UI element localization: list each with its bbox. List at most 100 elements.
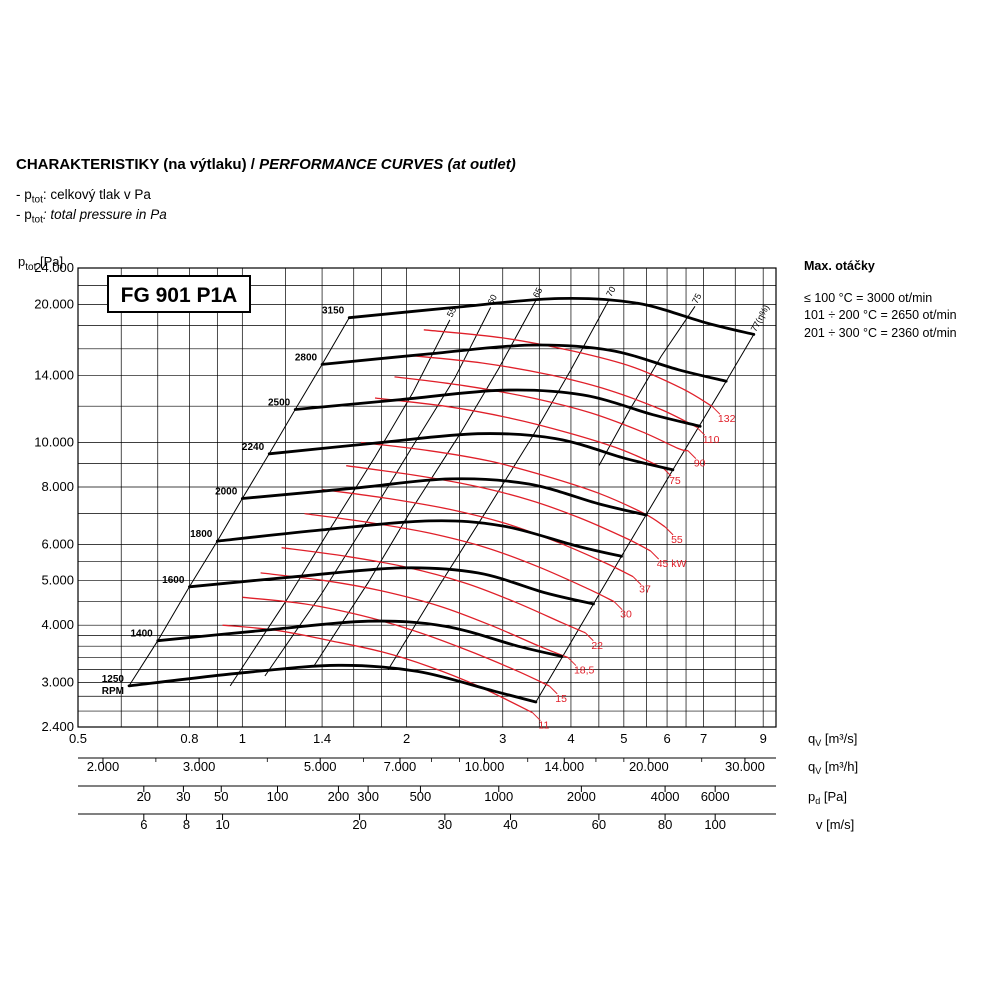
x-tick-label: 3.000 <box>183 759 216 774</box>
speed-curve <box>127 663 538 704</box>
y-tick-label: 6.000 <box>41 536 74 551</box>
efficiency-line <box>229 319 451 687</box>
power-line <box>346 465 651 552</box>
x-axis-label: v [m/s] <box>816 817 854 832</box>
power-label: 18,5 <box>574 665 595 677</box>
legend-sub: tot <box>31 194 43 206</box>
speed-label: 2800 <box>295 352 318 363</box>
power-line <box>260 572 569 659</box>
efficiency-line <box>313 300 537 667</box>
x-tick-label: 2000 <box>567 789 596 804</box>
y-axis-label: ptot [Pa] <box>18 254 63 273</box>
speed-curve <box>347 296 756 336</box>
x-tick-label: 6 <box>663 731 670 746</box>
x-tick-label: 0.5 <box>69 731 87 746</box>
heading-cz: CHARAKTERISTIKY (na výtlaku) / <box>16 156 260 173</box>
x-tick-label: 100 <box>267 789 289 804</box>
y-tick-label: 24.000 <box>34 260 74 275</box>
model-label-box <box>107 275 251 313</box>
plot-frame <box>77 267 777 728</box>
speed-label: 1600 <box>162 575 185 586</box>
power-line <box>374 397 664 469</box>
power-label-leader <box>632 576 642 586</box>
x-axis-label: qV [m³/h] <box>808 759 858 776</box>
speed-curve <box>215 519 623 558</box>
speed-label: 1250 <box>102 674 125 685</box>
power-label-leader <box>613 601 623 611</box>
speed-label: 2500 <box>268 398 291 409</box>
power-line <box>304 512 615 603</box>
x-tick-label: 4000 <box>651 789 680 804</box>
x-tick-label: 1 <box>239 731 246 746</box>
y-tick-label: 3.000 <box>41 675 74 690</box>
x-tick-label: 200 <box>328 789 350 804</box>
x-tick-label: 1000 <box>484 789 513 804</box>
power-label-leader <box>650 550 660 560</box>
power-label: 90 <box>694 458 706 470</box>
max-speed-line-3: 201 ÷ 300 °C = 2360 ot/min <box>804 326 957 340</box>
legend-line-en: - ptot: total pressure in Pa <box>16 207 167 226</box>
legend-sub: tot <box>31 214 43 226</box>
x-tick-label: 7.000 <box>384 759 417 774</box>
y-tick-label: 5.000 <box>41 573 74 588</box>
x-tick-label: 7 <box>700 731 707 746</box>
power-line <box>322 488 634 578</box>
efficiency-label: 77(η%) <box>749 303 771 333</box>
x-tick-label: 20 <box>137 789 151 804</box>
x-tick-label: 10.000 <box>465 759 505 774</box>
envelope-line <box>128 317 350 687</box>
speed-label: 1400 <box>131 629 154 640</box>
model-label: FG 901 P1A <box>121 284 238 307</box>
x-tick-label: 30 <box>176 789 190 804</box>
power-label: 15 <box>555 693 567 705</box>
x-tick-label: 4 <box>567 731 574 746</box>
speed-label: 3150 <box>322 306 345 317</box>
speed-curve <box>293 388 702 428</box>
y-tick-label: 4.000 <box>41 617 74 632</box>
x-tick-label: 30 <box>438 817 452 832</box>
x-tick-label: 100 <box>704 817 726 832</box>
speed-label: 2000 <box>215 487 238 498</box>
x-tick-label: 30.000 <box>725 759 765 774</box>
power-label: 45 kW <box>657 558 687 570</box>
legend-text: : total pressure in Pa <box>42 207 167 222</box>
power-label: 110 <box>703 434 720 446</box>
x-tick-label: 10 <box>215 817 229 832</box>
x-tick-label: 0.8 <box>180 731 198 746</box>
x-tick-label: 3 <box>499 731 506 746</box>
x-tick-label: 60 <box>592 817 606 832</box>
legend-prefix: - p <box>16 207 32 222</box>
power-label: 55 <box>671 534 683 546</box>
x-tick-label: 6000 <box>701 789 730 804</box>
speed-curve <box>188 566 595 606</box>
x-tick-label: 14.000 <box>544 759 584 774</box>
power-line <box>394 376 689 452</box>
x-axis-label: pd [Pa] <box>808 789 847 806</box>
power-label-leader <box>548 685 558 695</box>
power-label: 22 <box>591 640 603 652</box>
x-tick-label: 5 <box>620 731 627 746</box>
power-label-leader <box>696 426 706 436</box>
x-tick-label: 2.000 <box>87 759 120 774</box>
power-label: 30 <box>620 609 632 621</box>
legend-prefix: - p <box>16 187 32 202</box>
efficiency-label: 75 <box>690 292 704 306</box>
speed-label: 1800 <box>190 529 213 540</box>
x-axis-label: qV [m³/s] <box>808 731 857 748</box>
x-tick-label: 40 <box>503 817 517 832</box>
power-label-leader <box>687 450 697 460</box>
power-label-leader <box>664 526 674 536</box>
x-tick-label: 500 <box>410 789 432 804</box>
max-speed-line-1: ≤ 100 °C = 3000 ot/min <box>804 291 933 305</box>
heading-en: PERFORMANCE CURVES (at outlet) <box>259 156 516 173</box>
speed-curve <box>240 477 648 517</box>
efficiency-label: 70 <box>604 285 618 299</box>
x-tick-label: 80 <box>658 817 672 832</box>
speed-curve <box>156 619 564 658</box>
power-line <box>242 596 550 687</box>
legend-line-cz: - ptot: celkový tlak v Pa <box>16 187 151 206</box>
legend-text: : celkový tlak v Pa <box>42 187 151 202</box>
power-label-leader <box>567 657 577 666</box>
power-label-leader <box>532 712 541 721</box>
